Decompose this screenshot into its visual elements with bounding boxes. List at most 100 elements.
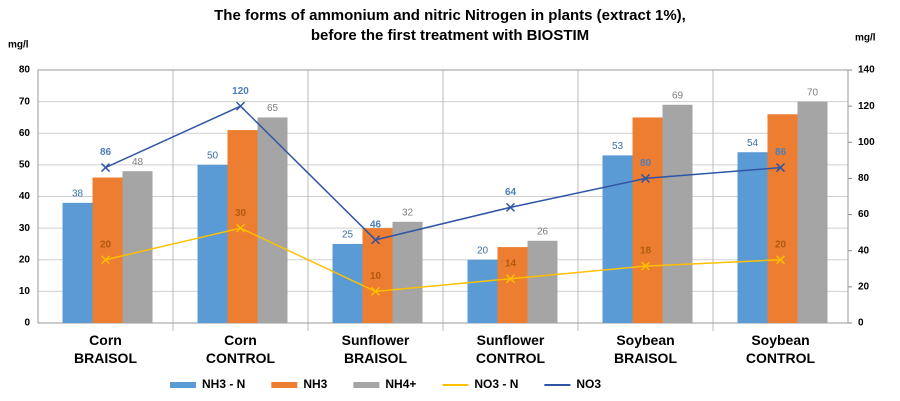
x-tick-label: Soybean BRAISOL	[614, 332, 677, 366]
bar	[122, 171, 153, 323]
bar	[737, 152, 768, 323]
legend-label: NH3 - N	[202, 377, 245, 391]
x-tick-label-line: Sunflower	[342, 332, 410, 348]
y-tick-label: 50	[19, 160, 31, 171]
data-label: 14	[505, 258, 517, 269]
data-label: 54	[747, 138, 759, 149]
line	[105, 105, 781, 241]
data-label: 120	[232, 86, 249, 97]
y2-tick-label: 20	[858, 281, 870, 292]
x-tick-label-line: CONTROL	[746, 350, 816, 366]
data-label: 20	[775, 239, 787, 250]
marker	[235, 223, 246, 233]
x-tick-label-line: BRAISOL	[614, 350, 677, 366]
y-tick-label: 80	[19, 65, 31, 76]
x-tick-label-line: Soybean	[616, 332, 674, 348]
marker	[100, 255, 111, 265]
data-label: 10	[370, 271, 382, 282]
legend-swatch	[353, 382, 380, 388]
bar	[797, 101, 828, 323]
data-label: 86	[100, 147, 112, 158]
x-tick-label-line: Soybean	[751, 332, 809, 348]
x-tick-label-line: BRAISOL	[344, 350, 407, 366]
y-tick-label: 40	[19, 191, 31, 202]
x-tick-label-line: Corn	[89, 332, 122, 348]
bar	[602, 155, 633, 323]
y-tick-label: 20	[19, 254, 31, 265]
y-tick-label: 70	[19, 96, 31, 107]
y-tick-label: 0	[24, 318, 30, 329]
data-label: 20	[477, 245, 489, 256]
data-label: 50	[207, 151, 219, 162]
legend-label: NH4+	[385, 377, 416, 391]
marker	[235, 101, 246, 111]
legend-label: NO3 - N	[474, 377, 518, 391]
y-tick-label: 60	[19, 128, 31, 139]
marker	[640, 261, 651, 271]
y2-tick-label: 0	[858, 318, 864, 329]
data-label: 30	[235, 208, 247, 219]
x-tick-label: Sunflower CONTROL	[476, 332, 546, 366]
data-label: 65	[267, 103, 279, 114]
marker	[100, 163, 111, 173]
y-tick-label: 10	[19, 286, 31, 297]
marker	[640, 173, 651, 183]
legend-label: NO3	[576, 377, 601, 391]
marker	[775, 163, 786, 173]
y2-tick-label: 80	[858, 173, 870, 184]
data-label: 46	[370, 220, 382, 231]
data-label: 32	[402, 207, 414, 218]
data-label: 53	[612, 141, 624, 152]
bar	[767, 114, 798, 324]
bar	[497, 247, 528, 323]
marker	[370, 235, 381, 245]
y-tick-label: 30	[19, 223, 31, 234]
y2-tick-label: 120	[858, 101, 875, 112]
chart-title: before the first treatment with BIOSTIM	[311, 27, 589, 44]
bar	[632, 117, 663, 323]
bar	[467, 259, 498, 323]
bar	[527, 240, 558, 323]
data-label: 38	[72, 188, 84, 199]
data-label: 26	[537, 226, 549, 237]
chart-title: The forms of ammonium and nitric Nitroge…	[214, 7, 686, 24]
bar	[257, 117, 288, 323]
data-label: 69	[672, 90, 684, 101]
y2-tick-label: 140	[858, 65, 875, 76]
bar	[392, 221, 423, 323]
data-label: 80	[640, 158, 652, 169]
bar	[362, 228, 393, 323]
marker	[505, 274, 516, 284]
x-tick-label-line: CONTROL	[206, 350, 276, 366]
x-tick-label: Soybean CONTROL	[746, 332, 816, 366]
plot-border	[37, 69, 849, 324]
y-axis-label: mg/l	[8, 40, 29, 51]
data-label: 20	[100, 239, 112, 250]
y2-tick-label: 100	[858, 137, 875, 148]
bar	[92, 177, 123, 323]
x-tick-label-line: BRAISOL	[74, 350, 137, 366]
x-tick-label-line: Corn	[224, 332, 257, 348]
y2-tick-label: 40	[858, 245, 870, 256]
data-label: 48	[132, 157, 144, 168]
marker	[370, 286, 381, 296]
legend-swatch	[271, 382, 298, 388]
data-label: 18	[640, 246, 652, 257]
marker	[775, 255, 786, 265]
data-label: 64	[505, 187, 517, 198]
legend-label: NH3	[303, 377, 327, 391]
x-tick-label-line: CONTROL	[476, 350, 546, 366]
x-tick-label-line: Sunflower	[477, 332, 545, 348]
x-tick-label: Sunflower BRAISOL	[342, 332, 410, 366]
y2-axis-label: mg/l	[855, 33, 876, 44]
legend-swatch	[170, 382, 196, 388]
x-tick-label: Corn BRAISOL	[74, 332, 137, 366]
y2-tick-label: 60	[858, 209, 870, 220]
data-label: 70	[807, 87, 819, 98]
line	[105, 227, 781, 293]
marker	[505, 202, 516, 212]
bar	[662, 104, 693, 323]
x-tick-label: Corn CONTROL	[206, 332, 276, 366]
bar	[197, 164, 228, 323]
